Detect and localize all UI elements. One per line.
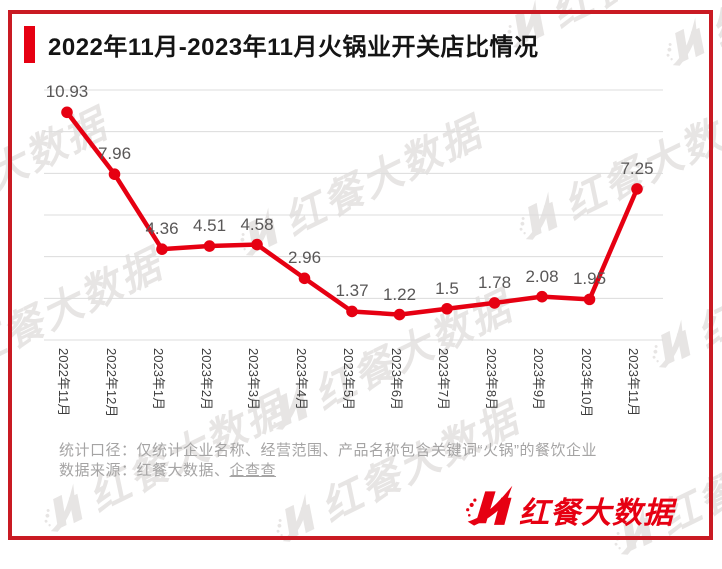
data-point [298, 272, 311, 285]
page-title: 2022年11月-2023年11月火锅业开关店比情况 [48, 34, 539, 61]
brand-logo-text: 红餐大数据 [519, 496, 674, 530]
brand-h-icon [466, 485, 513, 526]
stat-caliber-note: 统计口径：仅统计企业名称、经营范围、产品名称包含关键词“火锅”的餐饮企业 [59, 442, 597, 459]
data-point [346, 305, 358, 318]
data-point [251, 238, 263, 251]
data-point [441, 302, 453, 315]
data-point [583, 293, 596, 306]
data-source-prefix: 数据来源：红餐大数据、 [59, 462, 230, 479]
brand-logo: 红餐大数据 [466, 485, 674, 535]
data-point [156, 243, 168, 255]
data-point [203, 240, 216, 252]
title-accent-bar [24, 26, 35, 63]
data-source-link: 企查查 [229, 462, 277, 479]
data-point [108, 168, 121, 180]
brand-h-icon [466, 485, 514, 535]
data-point [536, 290, 548, 303]
chart-title-block: 2022年11月-2023年11月火锅业开关店比情况 [24, 26, 539, 63]
footer-notes: 统计口径：仅统计企业名称、经营范围、产品名称包含关键词“火锅”的餐饮企业 数据来… [59, 441, 597, 481]
data-point [488, 297, 501, 309]
data-point [393, 308, 406, 321]
data-point [631, 183, 643, 195]
line-series [64, 110, 640, 317]
data-source-note: 数据来源：红餐大数据、企查查 [59, 461, 597, 481]
data-point [61, 106, 73, 119]
